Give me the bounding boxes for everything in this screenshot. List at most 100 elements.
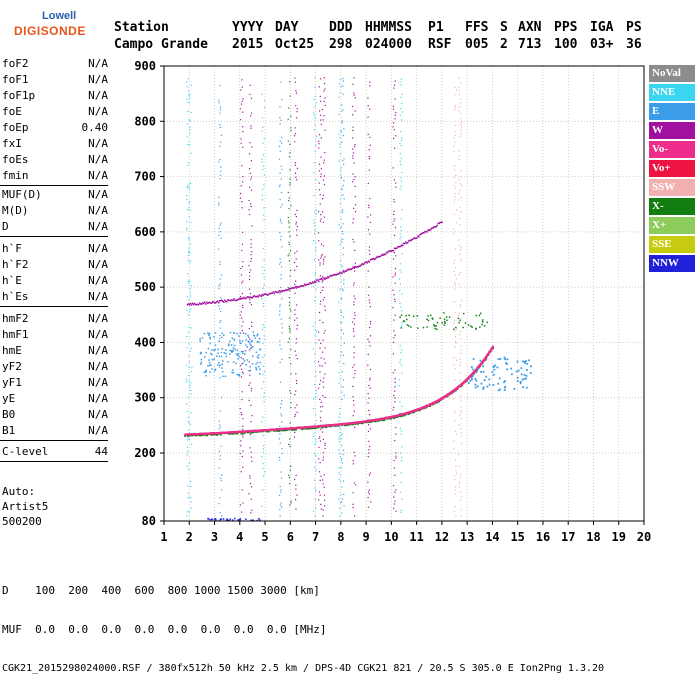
- param-row: foF1p N/A: [0, 89, 112, 105]
- y-tick-label: 300: [134, 391, 156, 405]
- header-label: FFS: [465, 20, 489, 35]
- header-label: HHMMSS: [365, 20, 412, 35]
- distance-row: D 100 200 400 600 800 1000 1500 3000 [km…: [2, 584, 320, 597]
- y-tick-label: 800: [134, 114, 156, 128]
- autoscaling-info: Auto: Artist5 500200: [2, 484, 48, 529]
- param-row: MUF(D) N/A: [0, 188, 112, 204]
- param-value: N/A: [88, 376, 108, 389]
- param-group-2: MUF(D) N/A M(D) N/A D N/A: [0, 188, 112, 236]
- param-group-5: C-level 44: [0, 445, 112, 461]
- x-tick-label: 13: [460, 530, 474, 544]
- param-name: foF2: [2, 57, 29, 70]
- plot-frame: [163, 65, 645, 522]
- header-value: 2015: [232, 37, 264, 52]
- param-divider: [0, 185, 108, 186]
- interference-streak: [278, 81, 283, 517]
- param-divider: [0, 440, 108, 441]
- x-tick-label: 10: [384, 530, 398, 544]
- auto-line1: Auto:: [2, 485, 36, 498]
- param-value: N/A: [88, 424, 108, 437]
- upper-trace: [186, 221, 443, 306]
- param-row: fxI N/A: [0, 137, 112, 153]
- param-value: N/A: [88, 408, 108, 421]
- header-label: DAY: [275, 20, 299, 35]
- x-tick-label: 16: [536, 530, 550, 544]
- interference-streak: [338, 78, 343, 517]
- param-row: h`F2 N/A: [0, 258, 112, 274]
- y-tick-label: 80: [142, 514, 156, 528]
- logo-line1: Lowell: [42, 10, 77, 22]
- param-name: yF1: [2, 376, 22, 389]
- param-row: foEs N/A: [0, 153, 112, 169]
- legend-item-noval: NoVal: [649, 65, 695, 82]
- interference-streak: [352, 77, 357, 517]
- header-label: S: [500, 20, 508, 35]
- ionogram-plot: 1 2 3 4 5 6 7 8 9 10 11 12 13 14 15 16 17 18 19 20 80200300…: [134, 59, 651, 544]
- auto-line3: 500200: [2, 515, 42, 528]
- param-divider: [0, 236, 108, 237]
- param-name: C-level: [2, 445, 49, 458]
- legend-item-x-minus: X-: [649, 198, 695, 215]
- param-name: fmin: [2, 169, 29, 182]
- interference-streak: [458, 77, 463, 517]
- y-tick-label: 400: [134, 335, 156, 349]
- x-tick-label: 4: [236, 530, 243, 544]
- param-value: N/A: [88, 89, 108, 102]
- x-tick-label: 5: [261, 530, 268, 544]
- x-tick-label: 15: [510, 530, 524, 544]
- param-row: h`Es N/A: [0, 290, 112, 306]
- y-tick-label: 600: [134, 225, 156, 239]
- interference-streak: [321, 77, 326, 517]
- header-value: Campo Grande: [114, 37, 208, 52]
- legend-item-vo-plus: Vo+: [649, 160, 695, 177]
- header-value: Oct25: [275, 37, 315, 52]
- interference-streak: [261, 93, 266, 507]
- param-row: yE N/A: [0, 392, 112, 408]
- param-row: B0 N/A: [0, 408, 112, 424]
- x-tick-label: 20: [637, 530, 651, 544]
- header-value: 005: [465, 37, 489, 52]
- param-name: foF1p: [2, 89, 36, 102]
- interference-streak: [287, 81, 292, 506]
- param-value: N/A: [88, 242, 108, 255]
- param-row: yF2 N/A: [0, 360, 112, 376]
- param-name: hmE: [2, 344, 22, 357]
- y-tick-label: 500: [134, 280, 156, 294]
- param-value: N/A: [88, 274, 108, 287]
- param-name: MUF(D): [2, 188, 42, 201]
- header-labels-row: Station YYYY DAY DDD HHMMSS P1 FFS S AXN…: [114, 20, 642, 37]
- x-tick-label: 9: [362, 530, 369, 544]
- logo-line2: DIGISONDE: [14, 24, 86, 38]
- param-value: N/A: [88, 258, 108, 271]
- digisonde-logo: Lowell DIGISONDE: [4, 8, 104, 42]
- header: Station YYYY DAY DDD HHMMSS P1 FFS S AXN…: [114, 20, 642, 54]
- legend-item-w: W: [649, 122, 695, 139]
- header-value: 03+: [590, 37, 614, 52]
- header-label: PS: [626, 20, 642, 35]
- y-tick-label: 900: [134, 59, 156, 73]
- lower-trace-o: [184, 345, 495, 436]
- x-tick-label: 17: [561, 530, 575, 544]
- interference-streak: [248, 84, 253, 514]
- x-tick-label: 19: [612, 530, 626, 544]
- header-value: 024000: [365, 37, 412, 52]
- param-value: N/A: [88, 188, 108, 201]
- x-tick-label: 8: [337, 530, 344, 544]
- header-label: AXN: [518, 20, 542, 35]
- x-tick-label: 1: [160, 530, 167, 544]
- param-value: N/A: [88, 105, 108, 118]
- param-row: h`E N/A: [0, 274, 112, 290]
- param-name: foEp: [2, 121, 29, 134]
- param-value: N/A: [88, 328, 108, 341]
- header-value: 2: [500, 37, 508, 52]
- param-row: D N/A: [0, 220, 112, 236]
- param-name: D: [2, 220, 9, 233]
- param-value: N/A: [88, 153, 108, 166]
- header-label: YYYY: [232, 20, 264, 35]
- param-name: h`F2: [2, 258, 29, 271]
- x-tick-label: 14: [485, 530, 499, 544]
- echo-cluster-green: [399, 312, 488, 331]
- header-value: 298: [329, 37, 353, 52]
- param-row: foF2 N/A: [0, 57, 112, 73]
- param-name: foF1: [2, 73, 29, 86]
